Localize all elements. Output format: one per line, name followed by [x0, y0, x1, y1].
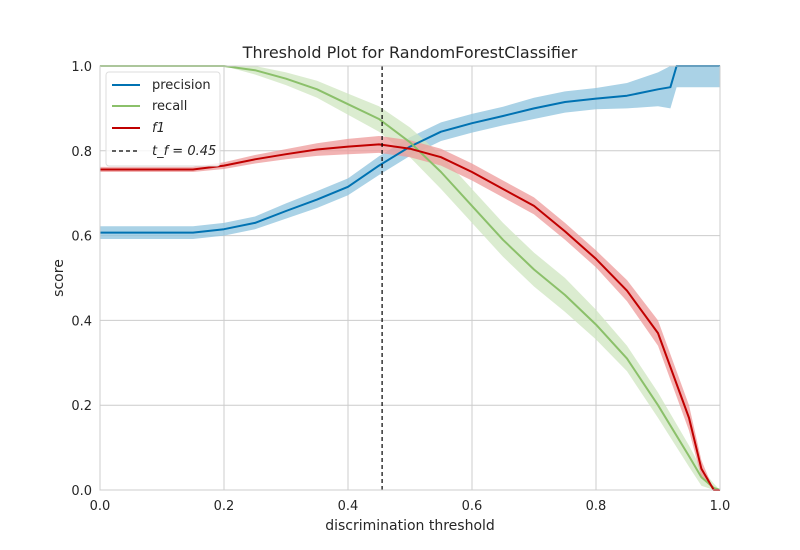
legend-label-recall: recall	[152, 99, 187, 114]
y-tick-label: 0.6	[71, 230, 92, 245]
line-recall	[100, 65, 721, 491]
y-tick-label: 1.0	[71, 60, 92, 75]
chart-title: Threshold Plot for RandomForestClassifie…	[242, 43, 578, 62]
confidence-bands	[100, 66, 720, 490]
plot-frame	[99, 65, 721, 491]
y-tick-label: 0.8	[71, 145, 92, 160]
y-axis-label: score	[51, 259, 67, 297]
line-precision	[100, 65, 720, 234]
y-tick-label: 0.0	[71, 484, 92, 499]
legend: precision recall f1 t_f = 0.45	[105, 71, 221, 167]
x-tick-label: 1.0	[710, 499, 731, 514]
legend-label-precision: precision	[152, 78, 211, 93]
x-tick-label: 0.6	[462, 499, 483, 514]
x-tick-labels: 0.0 0.2 0.4 0.6 0.8 1.0	[90, 499, 731, 514]
band-f1	[100, 136, 720, 490]
y-tick-label: 0.4	[71, 314, 92, 329]
x-tick-label: 0.8	[586, 499, 607, 514]
x-tick-label: 0.2	[214, 499, 235, 514]
y-tick-label: 0.2	[71, 399, 92, 414]
x-tick-label: 0.0	[90, 499, 111, 514]
legend-label-f1: f1	[152, 121, 165, 136]
legend-label-threshold: t_f = 0.45	[152, 144, 216, 159]
x-axis-label: discrimination threshold	[325, 518, 495, 534]
series-lines	[100, 65, 721, 491]
y-tick-labels: 0.0 0.2 0.4 0.6 0.8 1.0	[71, 60, 92, 499]
legend-box	[105, 71, 221, 167]
line-f1	[100, 143, 720, 491]
x-tick-label: 0.4	[338, 499, 359, 514]
